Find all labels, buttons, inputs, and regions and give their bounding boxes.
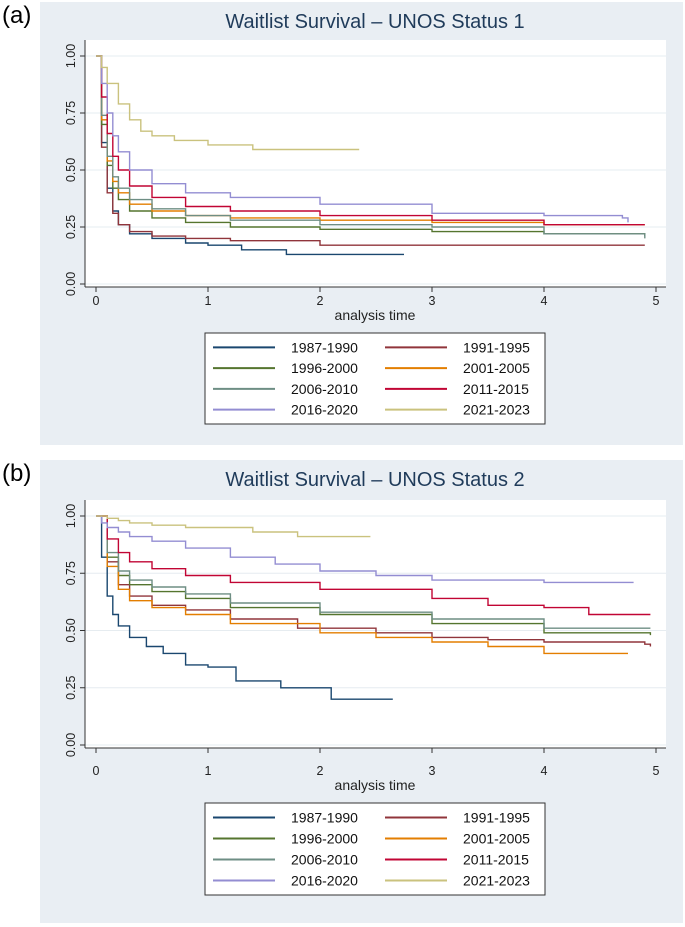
y-tick-label: 0.25 [64,676,78,700]
series-line-2011-2015 [96,515,651,616]
y-tick-label: 0.00 [64,272,78,296]
series-line-2006-2010 [96,515,651,629]
y-tick-label: 1.00 [64,504,78,528]
legend-entry: 2011-2015 [463,381,529,397]
series-line-2016-2020 [96,55,629,223]
x-tick-label: 5 [653,294,660,308]
y-tick-label: 1.00 [64,44,78,68]
x-axis-label: analysis time [335,777,416,793]
legend-entry: 2006-2010 [291,381,358,397]
series-line-2001-2005 [96,515,628,655]
legend-entry: 2016-2020 [291,402,358,418]
legend-entry: 2021-2023 [463,873,530,889]
legend-entry: 2006-2010 [291,852,358,868]
x-axis-label: analysis time [335,307,416,323]
legend-entry: 2011-2015 [463,852,529,868]
y-tick-label: 0.00 [64,733,78,757]
chart-title: Waitlist Survival – UNOS Status 2 [225,469,524,491]
panel-label-a: (a) [2,2,32,29]
x-tick-label: 5 [653,764,660,778]
chart-title: Waitlist Survival – UNOS Status 1 [225,11,524,33]
x-tick-label: 0 [93,294,100,308]
x-tick-label: 2 [317,294,324,308]
y-tick-label: 0.50 [64,158,78,182]
y-tick-label: 0.75 [64,561,78,585]
series-line-1991-1995 [96,55,645,246]
legend-entry: 1987-1990 [291,810,358,826]
x-tick-label: 2 [317,764,324,778]
chart-1: Waitlist Survival – UNOS Status 2 0.00 0.2… [64,469,666,896]
y-tick-label: 0.75 [64,101,78,125]
series-line-1987-1990 [96,515,393,700]
y-tick-label: 0.50 [64,618,78,642]
legend-entry: 2001-2005 [463,831,530,847]
x-tick-label: 4 [541,294,548,308]
legend-entry: 2021-2023 [463,402,530,418]
plot-area [85,500,666,748]
chart-0: Waitlist Survival – UNOS Status 1 0.00 0.2… [64,11,666,425]
legend-entry: 1996-2000 [291,831,358,847]
plot-area [85,40,666,287]
y-tick-label: 0.25 [64,215,78,239]
legend-entry: 2016-2020 [291,873,358,889]
series-line-2021-2023 [96,515,371,538]
legend-entry: 1991-1995 [463,339,530,355]
series-line-2021-2023 [96,55,360,151]
x-tick-label: 1 [205,764,212,778]
legend-entry: 2001-2005 [463,360,530,376]
legend-entry: 1991-1995 [463,810,530,826]
panel-label-b: (b) [2,460,32,487]
series-line-2016-2020 [96,515,634,584]
series-line-1996-2000 [96,55,646,237]
x-tick-label: 4 [541,764,548,778]
x-tick-label: 0 [93,764,100,778]
x-tick-label: 3 [429,294,436,308]
series-line-2006-2010 [96,55,646,239]
x-tick-label: 3 [429,764,436,778]
legend-entry: 1987-1990 [291,339,358,355]
series-line-1991-1995 [96,515,652,647]
x-tick-label: 1 [205,294,212,308]
legend-entry: 1996-2000 [291,360,358,376]
series-line-2011-2015 [96,55,645,226]
